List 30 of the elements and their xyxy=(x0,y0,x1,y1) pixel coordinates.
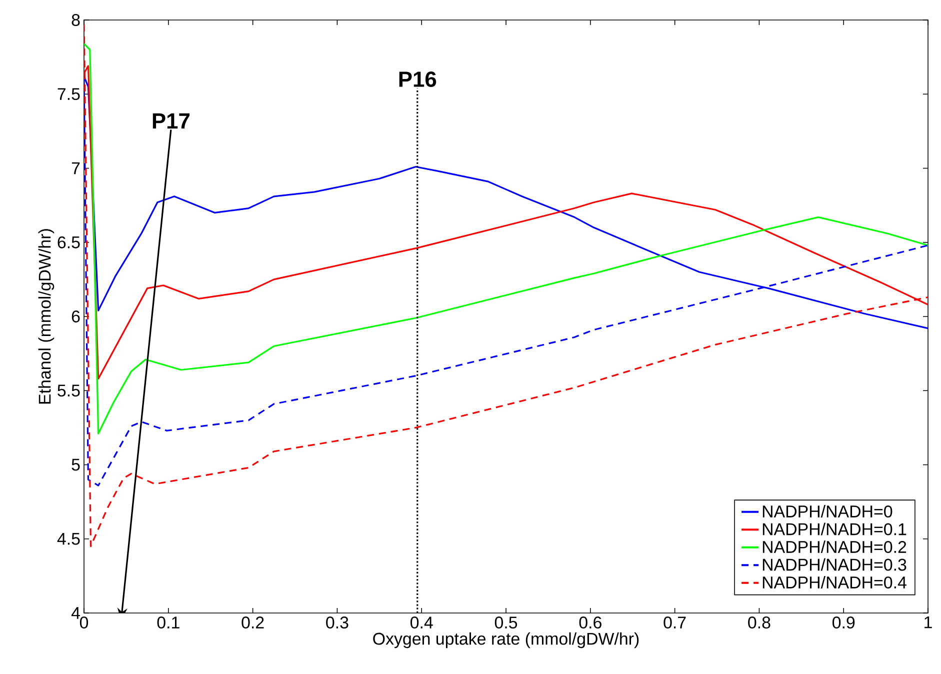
x-tick-label: 0 xyxy=(80,616,88,629)
x-tick-label: 0.1 xyxy=(157,616,180,629)
legend-label: NADPH/NADH=0.1 xyxy=(762,522,906,536)
y-tick-label: 8 xyxy=(72,14,80,26)
x-tick-label: 0.4 xyxy=(410,616,433,629)
y-tick-label: 5 xyxy=(72,458,80,471)
legend-label: NADPH/NADH=0.4 xyxy=(762,576,906,588)
x-tick-label: 0.3 xyxy=(326,616,348,629)
legend-label: NADPH/NADH=0.2 xyxy=(762,540,906,553)
x-tick-label: 0.2 xyxy=(242,616,264,629)
y-axis-title: Ethanol (mmol/gDW/hr) xyxy=(38,229,54,404)
x-tick-label: 0.7 xyxy=(664,616,686,629)
line-series xyxy=(84,42,928,434)
legend-label: NADPH/NADH=0 xyxy=(762,505,892,518)
y-tick-label: 4.5 xyxy=(57,532,80,545)
ref-line-label: P16 xyxy=(399,71,436,87)
y-tick-label: 4 xyxy=(71,607,80,619)
y-tick-label: 6.5 xyxy=(58,236,80,248)
y-tick-label: 7.5 xyxy=(58,88,80,100)
x-tick-label: 0.5 xyxy=(494,616,518,629)
legend-label: NADPH/NADH=0.3 xyxy=(762,558,906,571)
x-tick-label: 0.6 xyxy=(579,616,602,629)
y-tick-label: 5.5 xyxy=(58,384,80,397)
annotation: P17 xyxy=(152,113,190,128)
x-tick-label: 0.9 xyxy=(832,616,855,629)
y-tick-label: 7 xyxy=(72,162,80,174)
y-tick-label: 6 xyxy=(72,310,80,322)
x-axis-title: Oxygen uptake rate (mmol/gDW/hr) xyxy=(373,632,639,648)
x-tick-label: 1 xyxy=(924,616,932,628)
x-tick-label: 0.8 xyxy=(748,616,770,629)
